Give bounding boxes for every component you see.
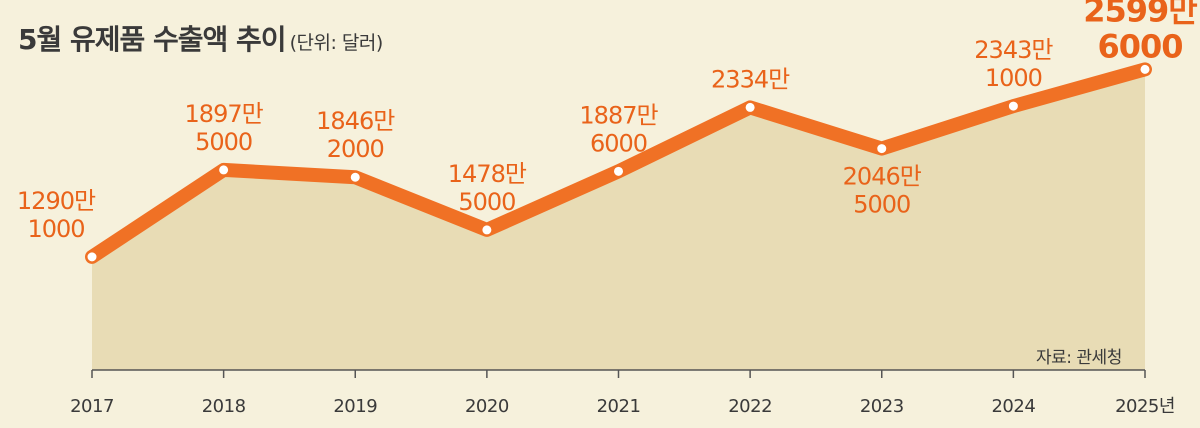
x-tick-label-2025년: 2025년 xyxy=(1115,396,1175,417)
x-tick-label-2022: 2022 xyxy=(728,396,772,417)
area-fill xyxy=(92,69,1145,370)
data-label-2018-line1: 1897만 xyxy=(185,100,264,128)
data-point-2020 xyxy=(480,223,494,237)
data-label-2021-line1: 1887만 xyxy=(579,101,658,129)
chart-unit-subtitle: (단위: 달러) xyxy=(289,32,384,54)
data-label-2022-line1: 2334만 xyxy=(711,65,790,93)
data-point-2021 xyxy=(612,164,625,178)
data-label-2021-line2: 6000 xyxy=(590,129,647,157)
chart-header: 5월 유제품 수출액 추이 (단위: 달러) xyxy=(18,18,383,58)
x-tick-label-2017: 2017 xyxy=(70,396,114,417)
data-point-2025년 xyxy=(1138,62,1152,76)
data-point-2019 xyxy=(348,170,362,184)
x-tick-label-2023: 2023 xyxy=(860,396,904,417)
data-point-2022 xyxy=(743,100,757,114)
source-note: 자료: 관세청 xyxy=(1036,348,1122,368)
x-tick-label-2021: 2021 xyxy=(597,396,641,417)
data-label-2017-line2: 1000 xyxy=(27,215,84,243)
data-label-2024-line2: 1000 xyxy=(985,64,1042,92)
data-label-2023-line2: 5000 xyxy=(853,191,910,219)
data-label-2025년-line1: 2599만 xyxy=(1083,0,1197,29)
data-label-2024-line1: 2343만 xyxy=(974,36,1053,64)
data-point-2017 xyxy=(85,250,99,264)
data-label-2017-line1: 1290만 xyxy=(17,187,96,215)
data-point-2023 xyxy=(875,142,889,156)
data-label-2020-line2: 5000 xyxy=(458,188,515,216)
data-point-2018 xyxy=(217,163,231,177)
x-tick-label-2018: 2018 xyxy=(202,396,246,417)
data-label-2025년-line2: 6000 xyxy=(1097,27,1182,65)
x-tick-label-2024: 2024 xyxy=(991,396,1035,417)
x-tick-label-2019: 2019 xyxy=(333,396,377,417)
data-label-2019-line2: 2000 xyxy=(327,135,384,163)
x-tick-label-2020: 2020 xyxy=(465,396,509,417)
data-label-2018-line2: 5000 xyxy=(195,128,252,156)
data-label-2023-line1: 2046만 xyxy=(843,163,922,191)
chart-title: 5월 유제품 수출액 추이 xyxy=(18,23,287,56)
data-label-2019-line1: 1846만 xyxy=(316,107,395,135)
data-label-2020-line1: 1478만 xyxy=(448,160,527,188)
data-point-2024 xyxy=(1006,99,1020,113)
